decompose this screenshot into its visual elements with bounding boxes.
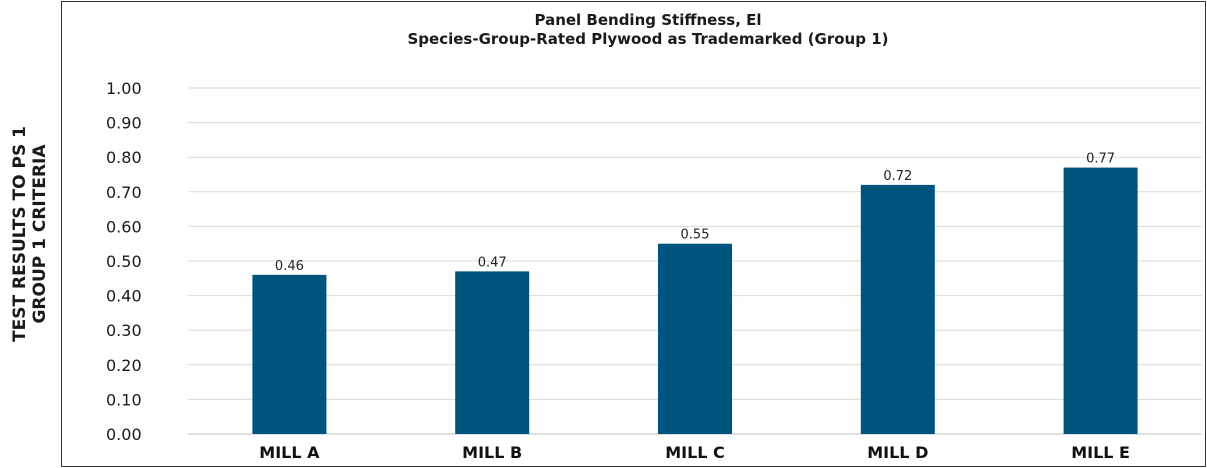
x-tick-label: MILL A [259,443,320,462]
y-tick-label: 0.10 [106,390,142,409]
data-label: 0.55 [681,228,710,243]
bar-mill-e [1063,167,1138,434]
y-axis-label-line-2: GROUP 1 CRITERIA [30,144,50,324]
x-tick-label: MILL C [665,443,725,462]
x-tick-label: MILL D [867,443,928,462]
x-tick-label: MILL B [462,443,522,462]
y-tick-label: 0.70 [106,183,142,202]
bar-mill-a [252,274,327,434]
data-label: 0.72 [883,169,912,184]
y-tick-label: 0.40 [106,287,142,306]
y-tick-label: 0.30 [106,321,142,340]
y-tick-label: 0.90 [106,114,142,133]
y-tick-labels: 0.00 0.10 0.20 0.30 0.40 0.50 0.60 0.70 0.80 0.90… [106,79,142,444]
y-tick-label: 0.50 [106,252,142,271]
bar-mill-b [455,271,530,434]
chart-area: Panel Bending Stiffness, El Species-Grou… [61,1,1206,467]
bars [252,167,1138,434]
y-axis-label-line-1: TEST RESULTS TO PS 1 [10,126,30,342]
data-label: 0.47 [478,255,507,270]
bar-chart: Panel Bending Stiffness, El Species-Grou… [106,11,1202,462]
y-tick-label: 1.00 [106,79,142,98]
bar-mill-c [658,243,732,434]
y-axis-label-area: TEST RESULTS TO PS 1 GROUP 1 CRITERIA [0,0,60,468]
data-label: 0.77 [1086,152,1115,167]
data-labels: 0.46 0.47 0.55 0.72 0.77 [275,152,1115,274]
x-tick-labels: MILL A MILL B MILL C MILL D MILL E [259,443,1130,462]
chart-title-line-1: Panel Bending Stiffness, El [534,11,761,29]
bar-mill-d [860,184,935,434]
y-tick-label: 0.20 [106,356,142,375]
data-label: 0.46 [275,259,304,274]
y-tick-label: 0.60 [106,217,142,236]
chart-title-line-2: Species-Group-Rated Plywood as Trademark… [408,30,889,48]
y-tick-label: 0.80 [106,148,142,167]
x-tick-label: MILL E [1071,443,1130,462]
y-tick-label: 0.00 [106,425,142,444]
y-axis-label: TEST RESULTS TO PS 1 GROUP 1 CRITERIA [10,126,50,342]
